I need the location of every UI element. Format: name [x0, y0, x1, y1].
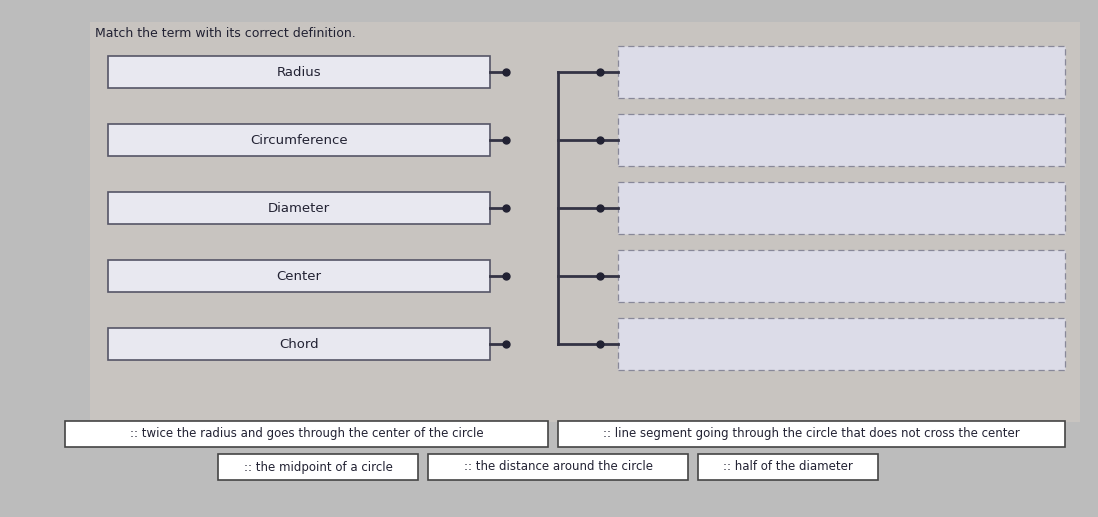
Text: :: line segment going through the circle that does not cross the center: :: line segment going through the circle…	[603, 428, 1020, 440]
FancyBboxPatch shape	[65, 421, 548, 447]
Text: :: the distance around the circle: :: the distance around the circle	[463, 461, 652, 474]
FancyBboxPatch shape	[219, 454, 418, 480]
Text: Radius: Radius	[277, 66, 322, 79]
FancyBboxPatch shape	[108, 56, 490, 88]
Text: :: the midpoint of a circle: :: the midpoint of a circle	[244, 461, 392, 474]
Text: Match the term with its correct definition.: Match the term with its correct definiti…	[96, 27, 356, 40]
FancyBboxPatch shape	[618, 318, 1065, 370]
Text: Circumference: Circumference	[250, 133, 348, 146]
FancyBboxPatch shape	[618, 182, 1065, 234]
Text: Chord: Chord	[279, 338, 318, 351]
FancyBboxPatch shape	[618, 46, 1065, 98]
FancyBboxPatch shape	[90, 22, 1080, 422]
FancyBboxPatch shape	[618, 250, 1065, 302]
FancyBboxPatch shape	[108, 192, 490, 224]
FancyBboxPatch shape	[618, 114, 1065, 166]
FancyBboxPatch shape	[108, 124, 490, 156]
FancyBboxPatch shape	[698, 454, 878, 480]
Text: Center: Center	[277, 269, 322, 282]
FancyBboxPatch shape	[428, 454, 688, 480]
Text: Diameter: Diameter	[268, 202, 330, 215]
Text: :: twice the radius and goes through the center of the circle: :: twice the radius and goes through the…	[130, 428, 483, 440]
Text: :: half of the diameter: :: half of the diameter	[724, 461, 853, 474]
FancyBboxPatch shape	[108, 260, 490, 292]
FancyBboxPatch shape	[558, 421, 1065, 447]
FancyBboxPatch shape	[108, 328, 490, 360]
